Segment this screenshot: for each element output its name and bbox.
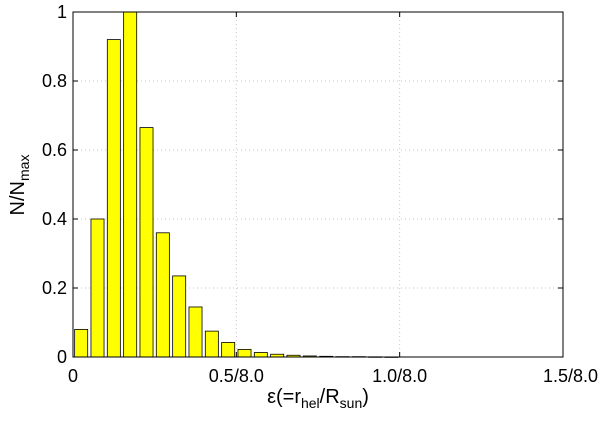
y-tick-label-1: 0.2 — [42, 278, 67, 298]
bar-0 — [74, 328, 89, 358]
y-tick-label-2: 0.4 — [42, 209, 67, 229]
x-label-sub2: sun — [340, 395, 363, 411]
bar-6 — [172, 275, 187, 358]
bar-11 — [253, 352, 268, 358]
x-label-prefix: ε(=r — [267, 386, 301, 408]
ticks: 0 0.5/8.0 1.0/8.0 1.5/8.0 0 0.2 0.4 0.6 0.8 1 — [42, 2, 598, 386]
grid-lines — [73, 12, 563, 357]
svg-text:N/Nmax: N/Nmax — [7, 155, 32, 216]
bar-5 — [155, 232, 170, 358]
bar-4 — [139, 127, 154, 358]
x-label-sub1: hel — [301, 395, 320, 411]
x-label-mid: /R — [320, 386, 340, 408]
x-tick-label-1: 0.5/8.0 — [209, 366, 264, 386]
bar-3 — [123, 11, 138, 358]
y-tick-label-3: 0.6 — [42, 140, 67, 160]
x-tick-label-0: 0 — [68, 366, 78, 386]
x-axis-label: ε(=rhel/Rsun) — [267, 386, 369, 411]
bar-9 — [221, 342, 236, 358]
bar-7 — [188, 306, 203, 358]
y-label-main: N/N — [7, 181, 29, 215]
y-tick-label-4: 0.8 — [42, 71, 67, 91]
y-label-sub: max — [16, 155, 32, 181]
x-tick-label-3: 1.5/8.0 — [543, 366, 598, 386]
y-axis-label: N/Nmax — [7, 155, 32, 216]
bar-1 — [90, 218, 105, 358]
x-tick-label-2: 1.0/8.0 — [372, 366, 427, 386]
bar-2 — [106, 39, 121, 358]
bar-8 — [204, 330, 219, 358]
svg-text:ε(=rhel/Rsun): ε(=rhel/Rsun) — [267, 386, 369, 411]
y-tick-label-5: 1 — [57, 2, 67, 22]
x-label-suffix: ) — [362, 386, 369, 408]
bars — [74, 11, 399, 358]
y-tick-label-0: 0 — [57, 347, 67, 367]
bar-10 — [237, 349, 252, 358]
plot-frame — [72, 11, 564, 358]
